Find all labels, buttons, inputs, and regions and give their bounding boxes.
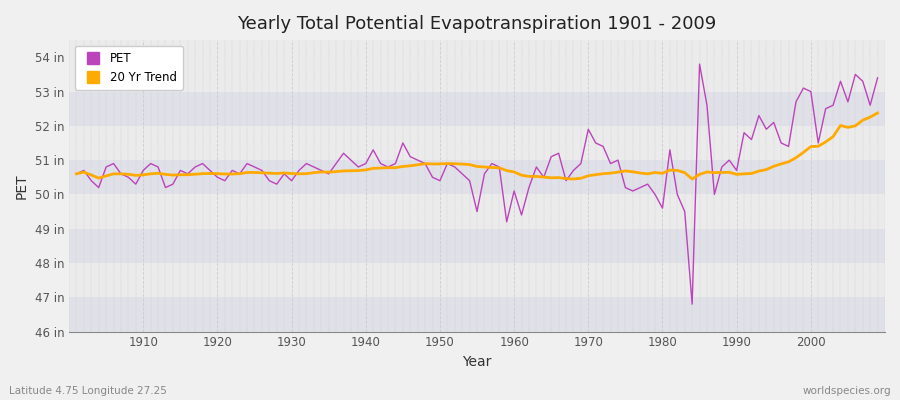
Bar: [69, 160, 885, 194]
Bar: [69, 126, 885, 160]
Bar: [69, 297, 885, 332]
Bar: [69, 194, 885, 229]
Title: Yearly Total Potential Evapotranspiration 1901 - 2009: Yearly Total Potential Evapotranspiratio…: [238, 15, 716, 33]
Bar: [69, 57, 885, 92]
Legend: PET, 20 Yr Trend: PET, 20 Yr Trend: [75, 46, 184, 90]
Bar: [69, 92, 885, 126]
Bar: [69, 263, 885, 297]
Y-axis label: PET: PET: [15, 173, 29, 199]
X-axis label: Year: Year: [463, 355, 491, 369]
Text: Latitude 4.75 Longitude 27.25: Latitude 4.75 Longitude 27.25: [9, 386, 166, 396]
Text: worldspecies.org: worldspecies.org: [803, 386, 891, 396]
Bar: [69, 229, 885, 263]
